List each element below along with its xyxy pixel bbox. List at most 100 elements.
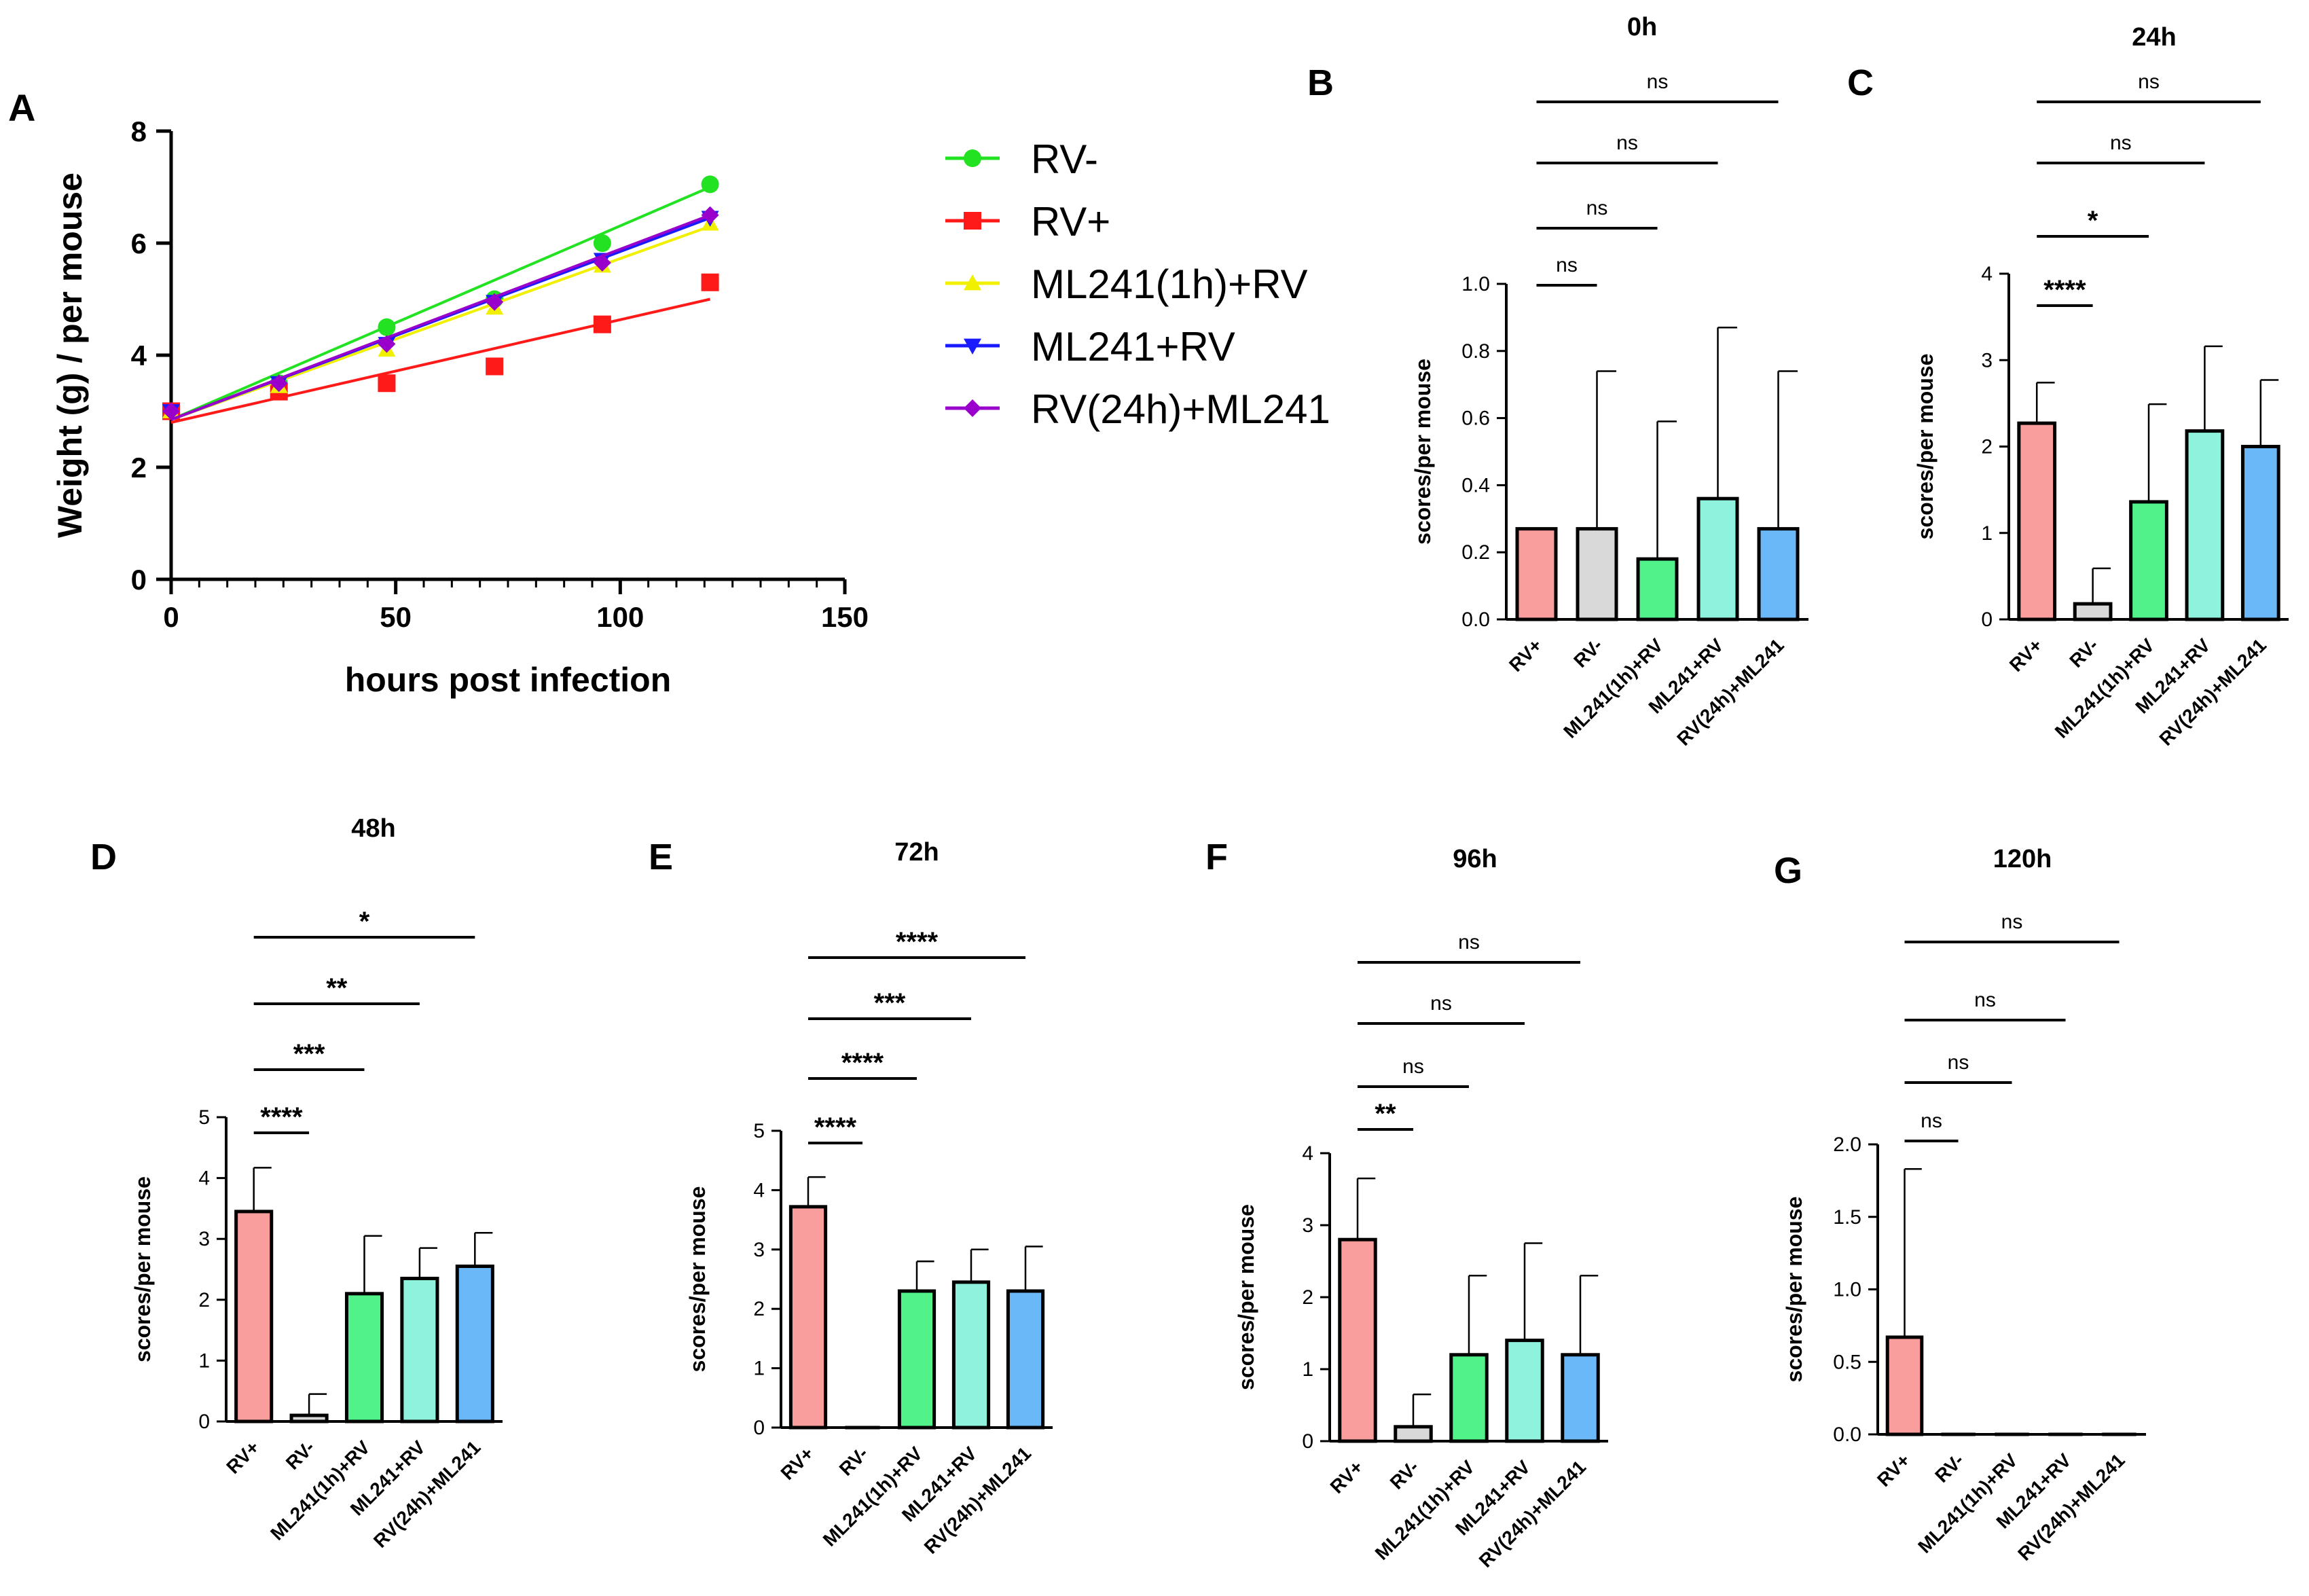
y-tick-label: 5 [753,1120,765,1142]
bar-ml241-1h-rv [344,1292,384,1423]
bar-rv [788,1205,828,1430]
y-tick-label: 1 [1981,522,1993,545]
legend-label: ML241+RV [1031,324,1235,369]
bar-ml241-1h-rv [1449,1353,1489,1443]
data-point [270,374,288,393]
data-point [701,273,719,291]
significance-label: ns [1647,71,1669,93]
bar-rv [289,1413,329,1423]
y-tick-label: 2 [1302,1286,1313,1309]
x-tick-label: 0 [163,601,179,633]
y-axis-label: scores/per mouse [130,1176,155,1362]
panel-letter: A [8,86,35,129]
y-tick-label: 0.2 [1461,541,1490,564]
significance-label: ** [326,973,348,1003]
panel-letter: G [1774,850,1802,891]
y-tick-label: 3 [1302,1214,1313,1237]
y-tick-label: 0.0 [1461,609,1490,631]
y-tick-label: 4 [198,1167,210,1190]
y-tick-label: 2 [131,452,147,484]
legend-label: RV+ [1031,199,1110,244]
y-tick-label: 2.0 [1833,1133,1861,1156]
significance-label: **** [896,927,939,957]
bar-ml241-rv [2185,429,2225,621]
chart-title: 24h [2132,23,2176,52]
bar-ml241-1h-rv [1636,557,1679,621]
y-tick-label: 1.5 [1833,1206,1861,1229]
y-tick-label: 4 [1302,1142,1313,1165]
y-tick-label: 3 [198,1228,210,1250]
fit-line [170,185,711,421]
data-point [486,357,504,376]
bar-ml241-rv [1696,496,1739,621]
y-tick-label: 0.4 [1461,474,1490,496]
y-tick-label: 0.8 [1461,340,1490,363]
bar-ml241-1h-rv [897,1289,937,1430]
bar-ml241-rv [400,1276,439,1423]
y-tick-label: 3 [1981,349,1993,371]
legend-label: RV(24h)+ML241 [1031,386,1330,432]
bar-rv [1515,527,1558,621]
y-tick-label: 1 [198,1349,210,1372]
significance-label: ns [1556,254,1578,276]
panel-a-line-chart: A 0 50 100 150 0 2 4 6 8 hours post infection Weigh… [8,86,1330,699]
data-point [701,206,719,224]
y-axis-label: scores/per mouse [1411,359,1435,545]
data-point [378,335,396,353]
y-axis-label: scores/per mouse [1234,1204,1258,1390]
bar-rv [2017,421,2057,621]
y-tick-label: 0 [131,564,147,596]
y-axis-label: scores/per mouse [685,1186,710,1373]
y-axis-label: Weight (g) / per mouse [51,173,89,538]
chart-title: 96h [1453,845,1497,873]
bar-rv-24h-ml241 [1757,527,1800,621]
bar-ml241-rv [951,1280,991,1430]
x-tick-label: 100 [596,601,644,633]
bar-rv [234,1210,274,1423]
significance-label: ** [1375,1099,1396,1129]
y-tick-label: 3 [753,1239,765,1261]
panel-letter: D [90,837,117,877]
legend-swatch-marker [964,274,981,291]
significance-label: ns [1921,1110,1942,1132]
legend-swatch-marker [964,399,981,417]
panel-letter: C [1847,62,1874,103]
bar-rv-24h-ml241 [2240,445,2280,621]
y-tick-label: 2 [753,1298,765,1320]
bar-rv [1885,1335,1924,1436]
legend-label: RV- [1031,137,1098,182]
legend-label: ML241(1h)+RV [1031,261,1307,307]
y-tick-label: 4 [131,340,147,371]
y-tick-label: 0.5 [1833,1351,1861,1373]
y-tick-label: 0 [198,1411,210,1433]
y-tick-label: 1 [1302,1358,1313,1381]
significance-label: **** [2043,275,2086,305]
data-point [162,402,180,420]
chart-title: 48h [351,814,395,843]
y-tick-label: 0 [1981,609,1993,631]
significance-label: *** [293,1039,325,1069]
y-tick-label: 0.6 [1461,407,1490,430]
bar-rv-24h-ml241 [1561,1353,1600,1443]
x-tick-label: 50 [380,601,412,633]
y-tick-label: 6 [131,228,147,259]
legend-swatch-marker [964,338,981,355]
y-tick-label: 4 [753,1179,765,1201]
significance-label: ns [2138,71,2160,93]
bar-ml241-1h-rv [2129,500,2168,621]
bar-rv [2073,602,2113,621]
y-tick-label: 2 [198,1289,210,1311]
y-tick-label: 1.0 [1461,273,1490,295]
bar-rv [1394,1425,1433,1443]
data-point [593,253,611,272]
y-tick-label: 1.0 [1833,1279,1861,1301]
y-tick-label: 1 [753,1358,765,1380]
panel-letter: E [649,837,673,877]
data-point [701,175,719,194]
x-tick-label: 150 [821,601,869,633]
bar-ml241-rv [1505,1339,1544,1443]
y-axis-label: scores/per mouse [1913,354,1938,540]
significance-label: **** [841,1048,884,1078]
data-point [593,234,611,252]
